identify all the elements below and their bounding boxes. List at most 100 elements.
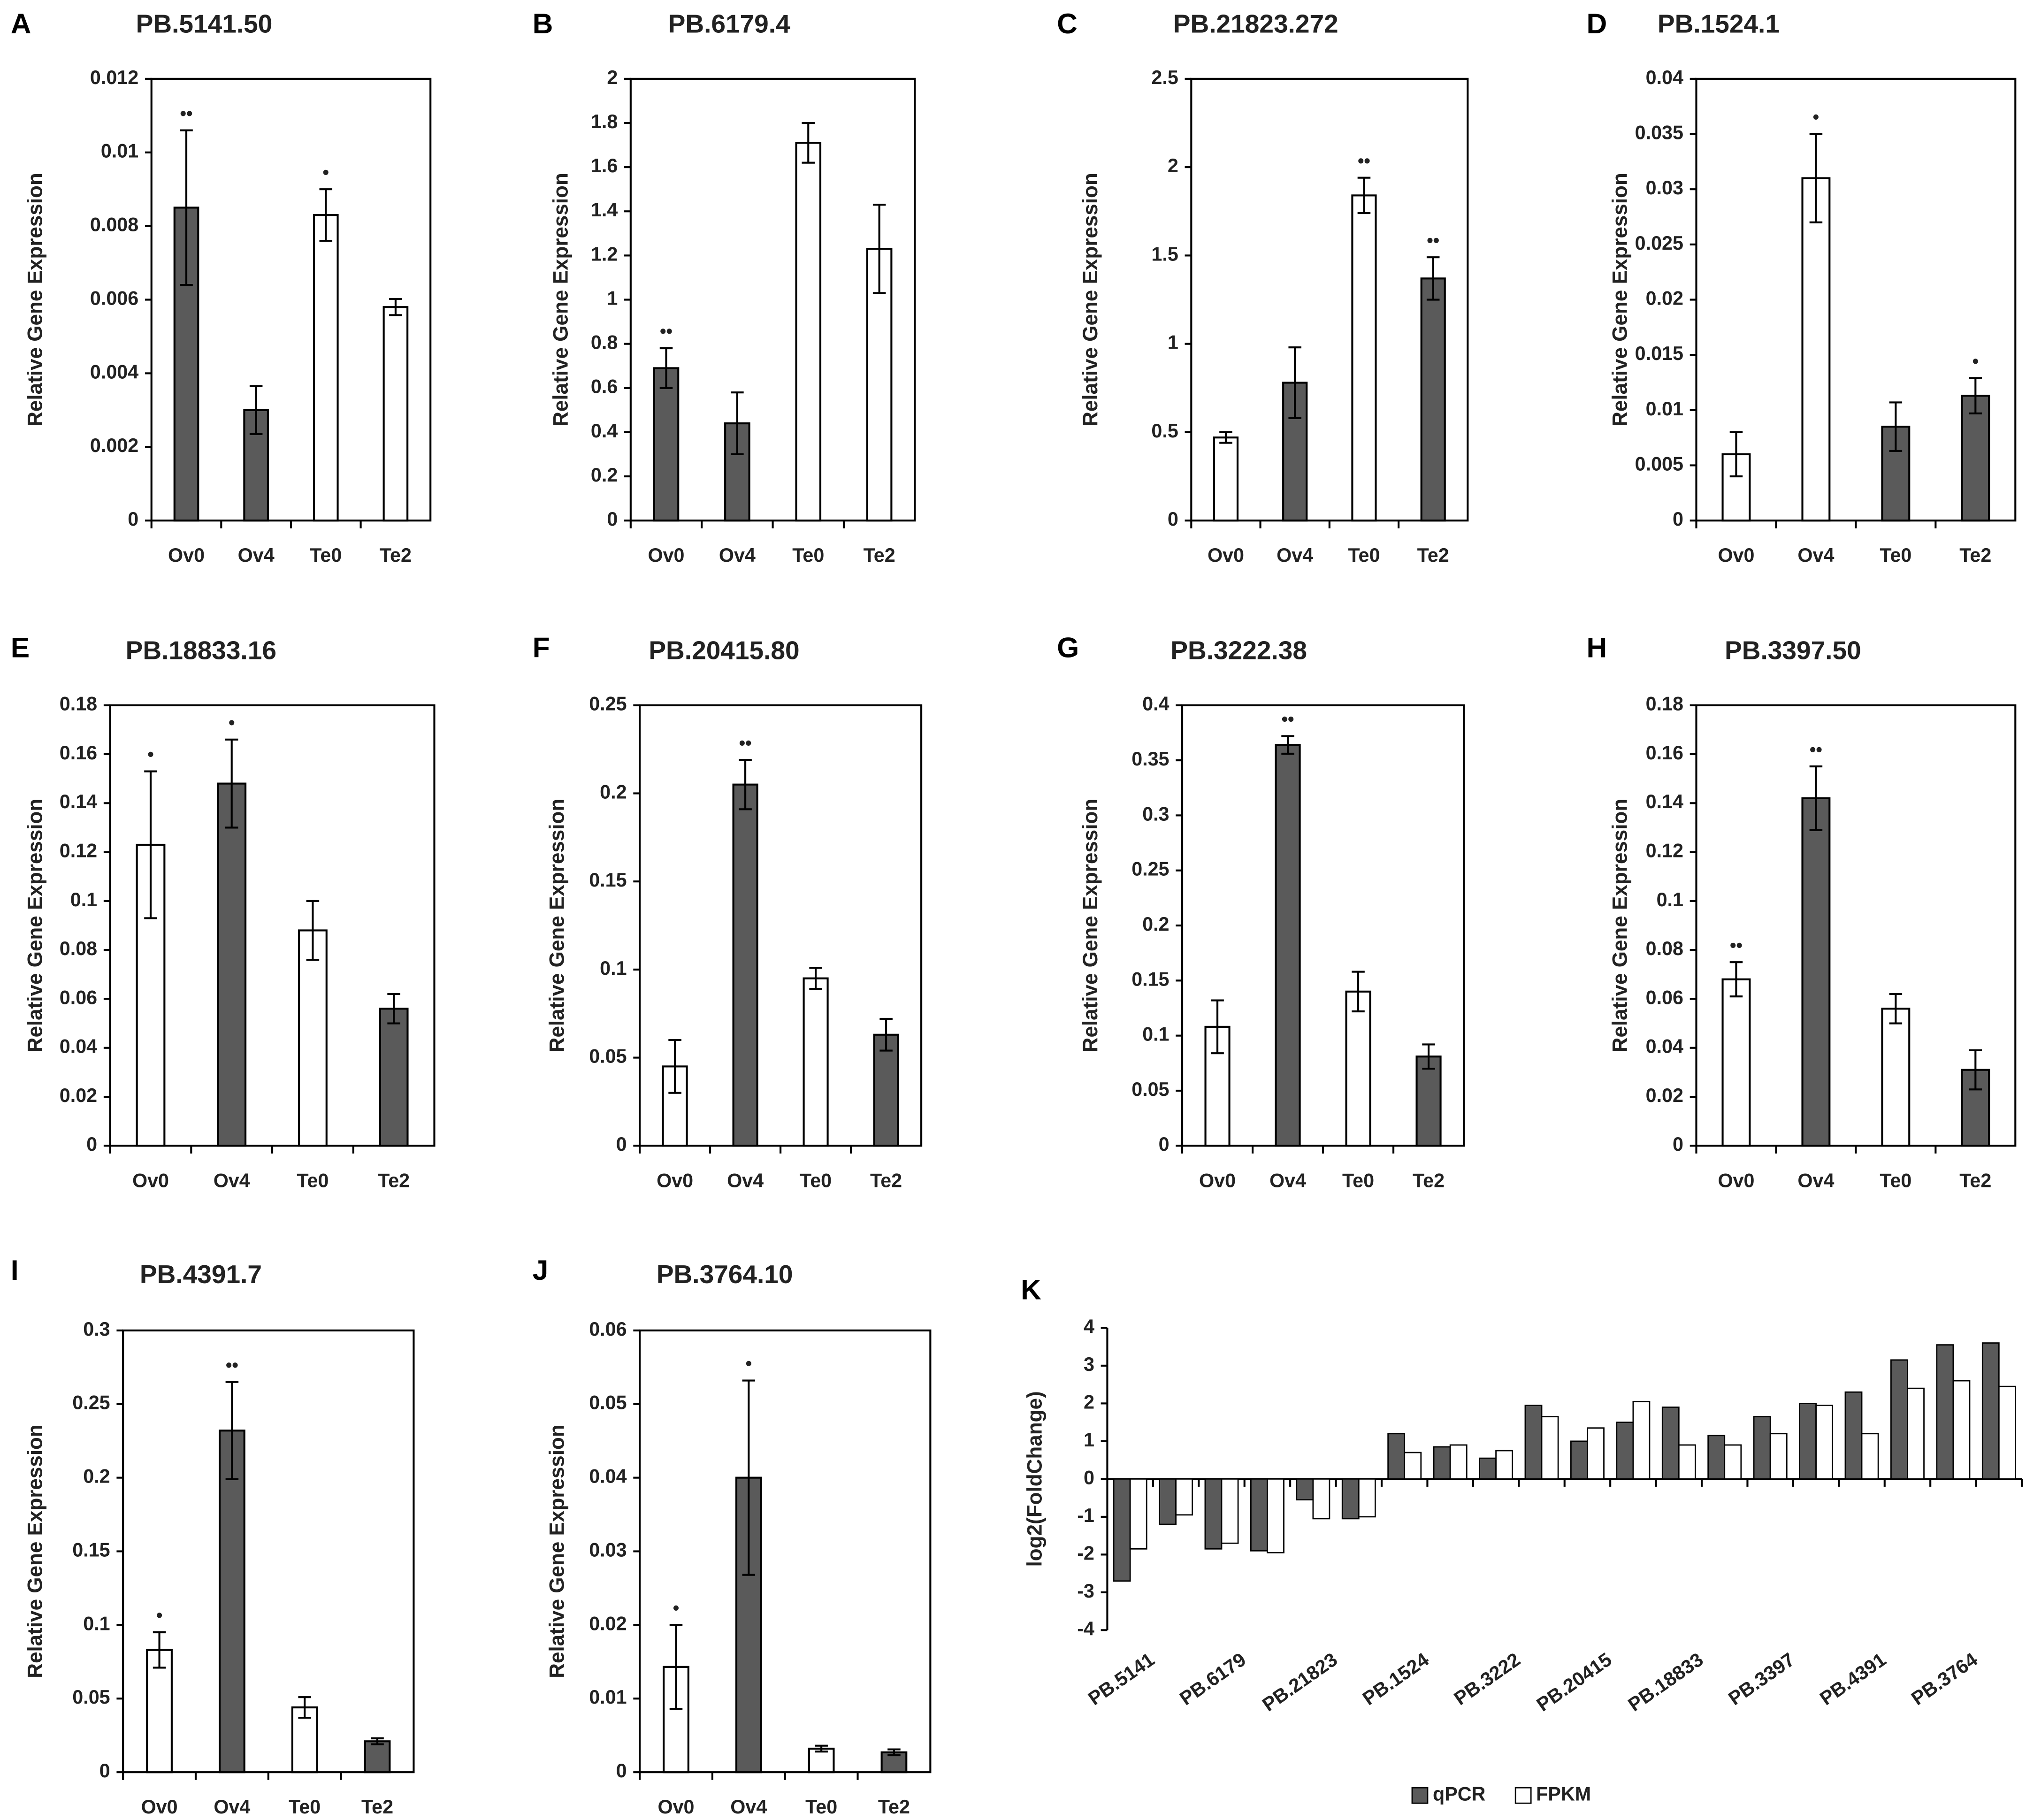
bar: [1616, 1422, 1634, 1480]
bar: [146, 1649, 173, 1774]
y-axis-label: Relative Gene Expression: [1608, 173, 1631, 427]
y-tick-label: 0: [1159, 1133, 1170, 1155]
bar: [1981, 1342, 2000, 1480]
x-tick-label: Ov4: [1797, 544, 1834, 566]
y-tick-label: 2.5: [1151, 67, 1178, 88]
error-bar: [1969, 377, 1982, 414]
bar: [1129, 1478, 1147, 1550]
error-bar: [371, 1737, 384, 1745]
chart-title: PB.20415.80: [649, 635, 799, 665]
significance: ••: [1810, 740, 1822, 760]
chart-title: PB.5141.50: [136, 9, 273, 38]
bar: [1907, 1387, 1925, 1480]
y-tick-label: 0.25: [1132, 858, 1169, 880]
y-tick-label: 0.25: [589, 693, 627, 715]
y-tick-label: 0.04: [1646, 67, 1683, 88]
y-tick-label: -1: [1077, 1505, 1094, 1526]
bar: [808, 1747, 835, 1774]
bar: [1961, 395, 1990, 522]
bar: [1250, 1478, 1268, 1552]
x-tick-label: Ov0: [132, 1170, 169, 1191]
error-bar: [669, 1624, 683, 1710]
bar: [1312, 1478, 1330, 1520]
bar: [219, 1430, 245, 1774]
y-tick-label: 1: [1168, 332, 1178, 353]
y-tick-label: 0.04: [60, 1036, 97, 1057]
significance: ••: [226, 1355, 238, 1376]
panel-letter: I: [11, 1254, 19, 1286]
y-tick-label: 0.2: [83, 1466, 110, 1487]
bar: [1661, 1407, 1680, 1480]
y-axis-label: Relative Gene Expression: [550, 173, 573, 427]
y-tick-label: 0.006: [90, 287, 138, 309]
error-bar: [1422, 1043, 1435, 1070]
bar: [1159, 1478, 1177, 1525]
x-tick-label: PB.21823: [1258, 1649, 1341, 1716]
bar: [1753, 1416, 1771, 1480]
y-tick-label: 0.1: [600, 957, 627, 979]
error-bar: [1889, 993, 1903, 1025]
y-tick-label: 0: [616, 1133, 627, 1155]
error-bar: [389, 298, 402, 316]
bar: [1801, 797, 1831, 1147]
error-bar: [144, 770, 157, 919]
bar: [1175, 1478, 1193, 1516]
chart-title: PB.1524.1: [1658, 9, 1780, 38]
significance: •: [746, 1354, 752, 1374]
x-tick-label: Ov0: [141, 1796, 178, 1818]
x-tick-label: Te2: [380, 544, 412, 566]
y-tick-label: 3: [1084, 1354, 1094, 1375]
bar: [1632, 1400, 1651, 1480]
y-tick-label: 0.3: [1142, 803, 1169, 825]
panel-letter: B: [533, 8, 553, 39]
x-tick-label: PB.18833: [1624, 1649, 1707, 1716]
x-tick-label: Te2: [1959, 1170, 1991, 1191]
bar: [795, 142, 822, 522]
significance: •: [156, 1606, 162, 1626]
y-tick-label: 1.8: [591, 111, 618, 132]
bar: [1570, 1440, 1588, 1480]
y-tick-label: 0: [607, 508, 618, 530]
y-axis-label: Relative Gene Expression: [1079, 173, 1102, 427]
significance: ••: [1427, 230, 1439, 251]
significance: •: [1972, 352, 1979, 372]
y-tick-label: 0.05: [589, 1045, 627, 1067]
x-tick-label: Ov0: [1718, 1170, 1754, 1191]
y-tick-label: 0.18: [60, 693, 97, 715]
legend-swatch: [1411, 1787, 1429, 1804]
y-tick-label: 0.4: [1142, 693, 1169, 715]
y-tick-label: 0.005: [1635, 453, 1683, 474]
bar: [1678, 1444, 1696, 1480]
y-tick-label: 0.15: [589, 869, 627, 891]
error-bar: [1729, 431, 1743, 478]
bar: [1881, 1008, 1911, 1147]
error-bar: [1889, 401, 1903, 452]
x-tick-label: PB.20415: [1533, 1649, 1616, 1716]
y-tick-label: 0.035: [1635, 122, 1683, 143]
bar: [1404, 1452, 1422, 1480]
bar: [1844, 1391, 1863, 1480]
bar: [1524, 1405, 1543, 1480]
y-axis-label: Relative Gene Expression: [545, 1424, 568, 1678]
y-tick-label: 0: [1084, 1467, 1094, 1488]
error-bar: [249, 385, 263, 435]
error-bar: [1729, 961, 1743, 998]
bar: [1815, 1405, 1834, 1480]
y-tick-label: 0: [128, 508, 138, 530]
y-tick-label: 0.01: [101, 140, 138, 162]
y-tick-label: 0.03: [589, 1539, 627, 1560]
error-bar: [802, 122, 815, 164]
y-tick-label: 0.06: [1646, 986, 1683, 1008]
x-tick-label: Ov4: [1269, 1170, 1306, 1191]
error-bar: [1281, 735, 1294, 755]
x-tick-label: Ov4: [238, 544, 275, 566]
bar: [1213, 436, 1239, 522]
y-tick-label: 0.12: [1646, 840, 1683, 862]
x-tick-label: PB.4391: [1816, 1649, 1890, 1710]
panel-letter: A: [11, 8, 31, 39]
x-tick-label: Te2: [1413, 1170, 1445, 1191]
y-tick-label: 0.25: [72, 1392, 110, 1414]
bar: [313, 214, 339, 522]
y-tick-label: 2: [1084, 1391, 1094, 1413]
y-tick-label: -2: [1077, 1542, 1094, 1564]
